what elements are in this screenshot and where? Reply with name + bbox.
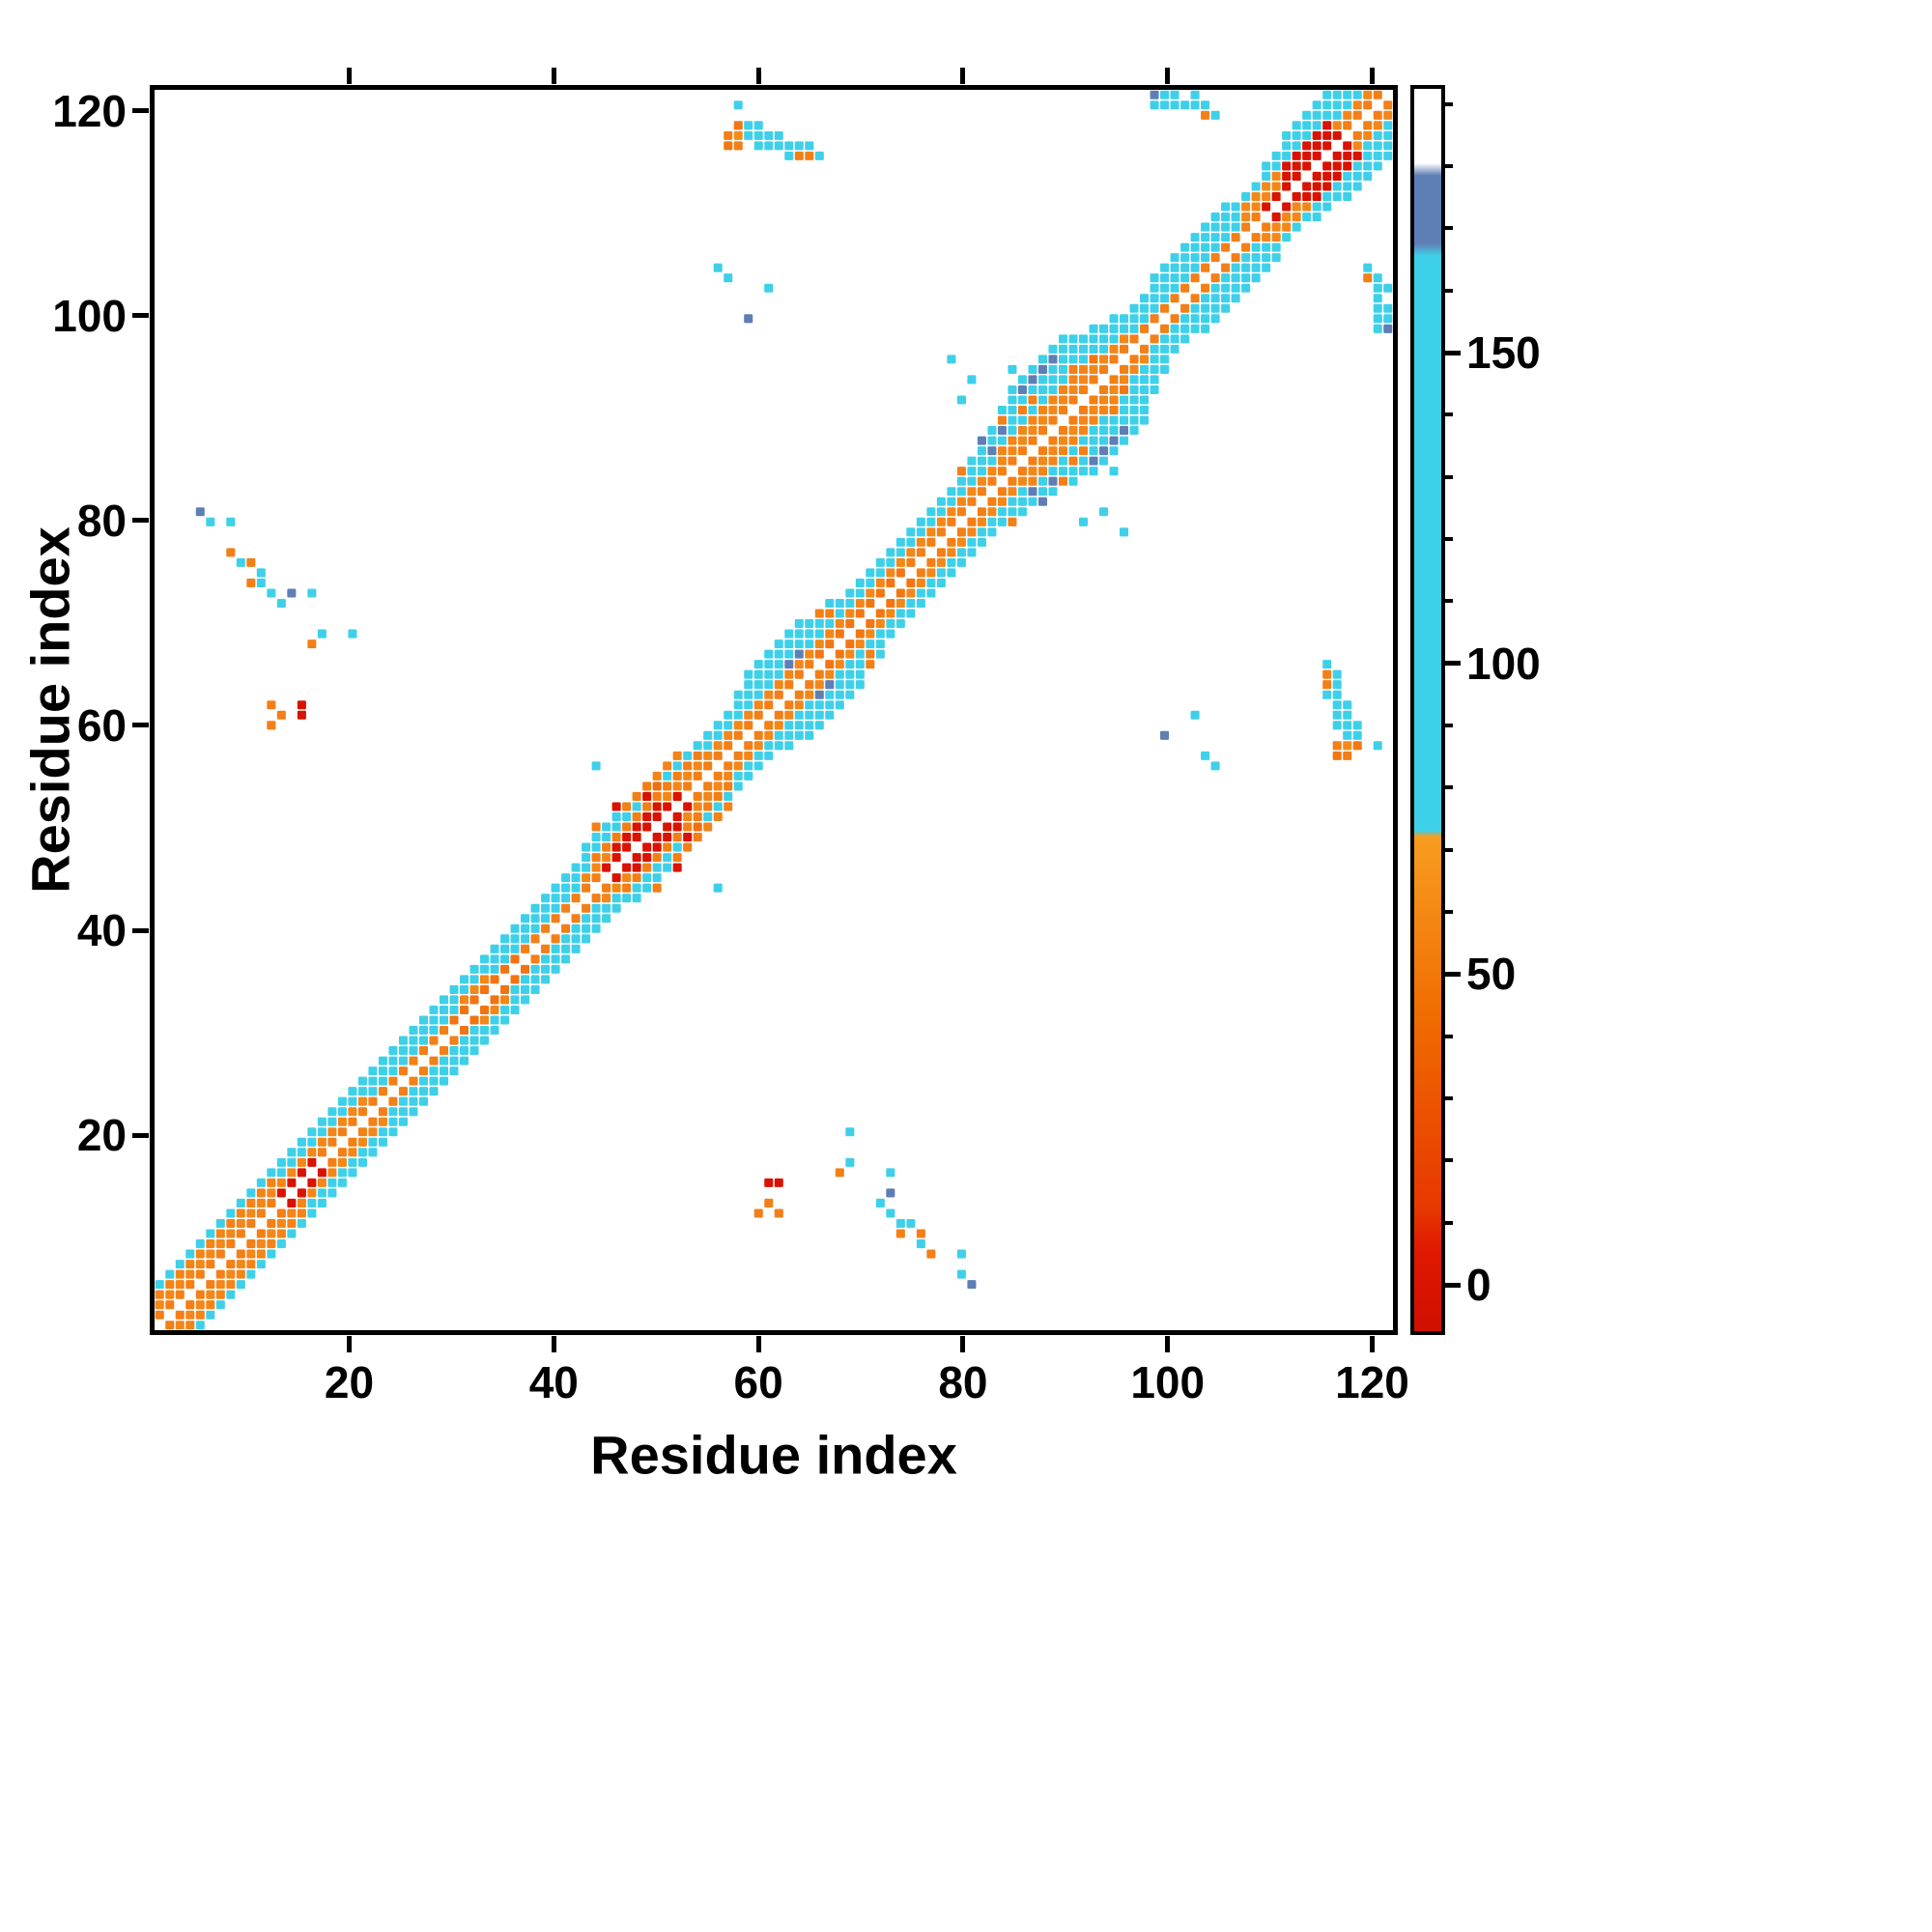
plot-area — [150, 85, 1398, 1335]
x-axis-tick — [1165, 1336, 1171, 1352]
colorbar-minor-tick — [1443, 910, 1453, 915]
colorbar-minor-tick — [1443, 1034, 1453, 1038]
colorbar-gradient — [1414, 89, 1441, 1331]
colorbar-minor-tick — [1443, 164, 1453, 169]
colorbar-minor-tick — [1443, 1220, 1453, 1225]
colorbar-major-tick — [1443, 350, 1461, 355]
colorbar-major-tick — [1443, 971, 1461, 977]
y-tick-label: 120 — [52, 85, 127, 136]
x-axis-tick — [551, 1336, 556, 1352]
x-tick-label: 40 — [528, 1357, 579, 1407]
y-tick-label: 40 — [76, 905, 127, 956]
colorbar-minor-tick — [1443, 599, 1453, 604]
colorbar-tick-label: 0 — [1466, 1260, 1492, 1310]
y-tick-label: 80 — [76, 495, 127, 546]
y-axis-tick — [132, 1132, 149, 1138]
x-tick-label: 20 — [324, 1357, 375, 1407]
x-axis-tick — [347, 1336, 352, 1352]
x-axis-tick — [960, 1336, 966, 1352]
heatmap-cells — [155, 90, 1393, 1330]
colorbar-tick-label: 100 — [1466, 638, 1541, 689]
colorbar-minor-tick — [1443, 226, 1453, 231]
colorbar-tick-label: 50 — [1466, 949, 1517, 1000]
colorbar-minor-tick — [1443, 537, 1453, 542]
y-axis-tick — [132, 927, 149, 933]
y-axis-tick — [132, 313, 149, 319]
colorbar-minor-tick — [1443, 474, 1453, 479]
colorbar-minor-tick — [1443, 785, 1453, 790]
y-axis-tick — [132, 108, 149, 114]
x-axis-top-tick — [960, 68, 966, 84]
y-tick-label: 60 — [76, 699, 127, 751]
colorbar — [1410, 85, 1445, 1335]
x-tick-label: 60 — [733, 1357, 783, 1407]
colorbar-major-tick — [1443, 1282, 1461, 1288]
colorbar-tick-label: 150 — [1466, 327, 1541, 379]
x-axis-tick — [755, 1336, 761, 1352]
x-axis-top-tick — [551, 68, 556, 84]
x-axis-top-tick — [1370, 68, 1376, 84]
colorbar-minor-tick — [1443, 1096, 1453, 1100]
x-tick-label: 100 — [1130, 1357, 1206, 1407]
colorbar-minor-tick — [1443, 101, 1453, 106]
x-axis-top-tick — [755, 68, 761, 84]
colorbar-minor-tick — [1443, 847, 1453, 852]
y-axis-tick — [132, 723, 149, 728]
x-tick-label: 80 — [938, 1357, 988, 1407]
colorbar-minor-tick — [1443, 288, 1453, 293]
y-tick-label: 100 — [52, 290, 127, 341]
x-tick-label: 120 — [1335, 1357, 1409, 1407]
y-tick-label: 20 — [76, 1110, 127, 1161]
x-axis-top-tick — [1165, 68, 1171, 84]
x-axis-title: Residue index — [590, 1424, 957, 1486]
colorbar-minor-tick — [1443, 724, 1453, 728]
colorbar-major-tick — [1443, 661, 1461, 667]
x-axis-tick — [1370, 1336, 1376, 1352]
x-axis-top-tick — [347, 68, 352, 84]
y-axis-tick — [132, 518, 149, 524]
colorbar-minor-tick — [1443, 412, 1453, 417]
colorbar-minor-tick — [1443, 1158, 1453, 1163]
